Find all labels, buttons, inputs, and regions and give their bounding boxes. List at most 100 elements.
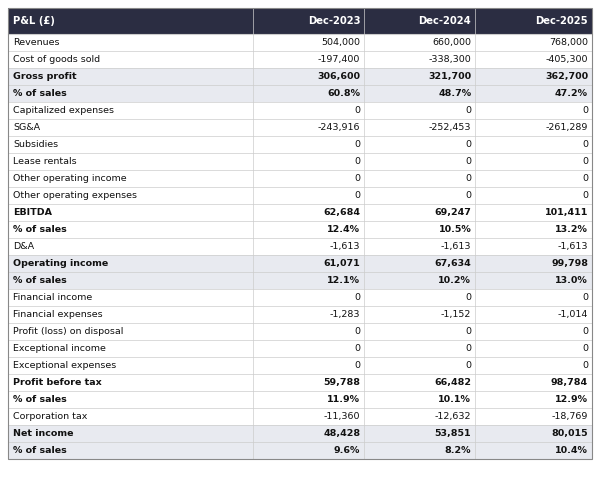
Bar (8, 136, 592, 153)
Text: Subsidies: Subsidies (13, 140, 58, 149)
Text: Exceptional income: Exceptional income (13, 344, 106, 353)
Text: 0: 0 (582, 157, 588, 166)
Text: 13.0%: 13.0% (555, 276, 588, 285)
Text: 12.9%: 12.9% (555, 395, 588, 404)
Bar (8, 34, 592, 51)
Bar (8, 153, 592, 170)
Text: 10.2%: 10.2% (439, 276, 471, 285)
Text: 12.4%: 12.4% (327, 225, 360, 234)
Text: -1,613: -1,613 (330, 242, 360, 251)
Text: 61,071: 61,071 (323, 259, 360, 268)
Text: -11,360: -11,360 (324, 412, 360, 421)
Text: 62,684: 62,684 (323, 208, 360, 217)
Text: 306,600: 306,600 (317, 72, 360, 81)
Text: Operating income: Operating income (13, 259, 108, 268)
Text: 0: 0 (465, 293, 471, 302)
Text: -1,014: -1,014 (557, 310, 588, 319)
Text: 0: 0 (354, 106, 360, 115)
Text: -1,613: -1,613 (441, 242, 471, 251)
Bar (8, 306, 592, 323)
Text: 69,247: 69,247 (434, 208, 471, 217)
Text: % of sales: % of sales (13, 89, 67, 98)
Text: 9.6%: 9.6% (334, 446, 360, 455)
Text: Profit before tax: Profit before tax (13, 378, 102, 387)
Text: 98,784: 98,784 (551, 378, 588, 387)
Bar (8, 323, 592, 340)
Text: 0: 0 (465, 106, 471, 115)
Text: 0: 0 (582, 174, 588, 183)
Text: 101,411: 101,411 (545, 208, 588, 217)
Text: 10.1%: 10.1% (439, 395, 471, 404)
Text: 0: 0 (354, 191, 360, 200)
Text: 0: 0 (465, 140, 471, 149)
Text: 8.2%: 8.2% (445, 446, 471, 455)
Text: Dec-2023: Dec-2023 (308, 16, 360, 26)
Text: Dec-2024: Dec-2024 (418, 16, 471, 26)
Bar (8, 272, 592, 289)
Bar (8, 102, 592, 119)
Bar (8, 221, 592, 238)
Text: 0: 0 (354, 293, 360, 302)
Text: 10.5%: 10.5% (439, 225, 471, 234)
Text: -1,152: -1,152 (441, 310, 471, 319)
Text: 10.4%: 10.4% (555, 446, 588, 455)
Text: 67,634: 67,634 (434, 259, 471, 268)
Text: 0: 0 (465, 157, 471, 166)
Bar (8, 255, 592, 272)
Text: Financial income: Financial income (13, 293, 92, 302)
Text: D&A: D&A (13, 242, 34, 251)
Bar (8, 442, 592, 459)
Bar (8, 8, 592, 34)
Bar (8, 187, 592, 204)
Bar (8, 289, 592, 306)
Text: Net income: Net income (13, 429, 74, 438)
Text: 0: 0 (465, 361, 471, 370)
Text: Lease rentals: Lease rentals (13, 157, 77, 166)
Text: Other operating income: Other operating income (13, 174, 127, 183)
Bar (8, 374, 592, 391)
Text: Dec-2025: Dec-2025 (535, 16, 588, 26)
Text: 0: 0 (354, 361, 360, 370)
Text: 0: 0 (582, 293, 588, 302)
Text: Capitalized expenses: Capitalized expenses (13, 106, 114, 115)
Bar (8, 391, 592, 408)
Text: 0: 0 (582, 327, 588, 336)
Text: -1,613: -1,613 (557, 242, 588, 251)
Text: 53,851: 53,851 (434, 429, 471, 438)
Text: % of sales: % of sales (13, 276, 67, 285)
Text: 504,000: 504,000 (321, 38, 360, 47)
Text: Exceptional expenses: Exceptional expenses (13, 361, 116, 370)
Text: Cost of goods sold: Cost of goods sold (13, 55, 100, 64)
Text: -261,289: -261,289 (545, 123, 588, 132)
Bar (8, 119, 592, 136)
Text: 48.7%: 48.7% (438, 89, 471, 98)
Text: -18,769: -18,769 (551, 412, 588, 421)
Text: -243,916: -243,916 (318, 123, 360, 132)
Text: 0: 0 (582, 106, 588, 115)
Text: 0: 0 (465, 174, 471, 183)
Text: Financial expenses: Financial expenses (13, 310, 103, 319)
Text: 80,015: 80,015 (551, 429, 588, 438)
Text: 0: 0 (465, 191, 471, 200)
Text: -338,300: -338,300 (428, 55, 471, 64)
Text: 12.1%: 12.1% (327, 276, 360, 285)
Text: EBITDA: EBITDA (13, 208, 52, 217)
Text: 48,428: 48,428 (323, 429, 360, 438)
Text: 0: 0 (354, 327, 360, 336)
Text: -405,300: -405,300 (545, 55, 588, 64)
Text: 60.8%: 60.8% (327, 89, 360, 98)
Text: 11.9%: 11.9% (327, 395, 360, 404)
Bar (8, 238, 592, 255)
Text: P&L (£): P&L (£) (13, 16, 55, 26)
Text: 0: 0 (465, 344, 471, 353)
Text: 66,482: 66,482 (434, 378, 471, 387)
Text: 0: 0 (582, 140, 588, 149)
Text: % of sales: % of sales (13, 446, 67, 455)
Bar (8, 68, 592, 85)
Text: -197,400: -197,400 (318, 55, 360, 64)
Text: 13.2%: 13.2% (555, 225, 588, 234)
Bar (8, 425, 592, 442)
Text: 660,000: 660,000 (432, 38, 471, 47)
Text: SG&A: SG&A (13, 123, 40, 132)
Text: 768,000: 768,000 (549, 38, 588, 47)
